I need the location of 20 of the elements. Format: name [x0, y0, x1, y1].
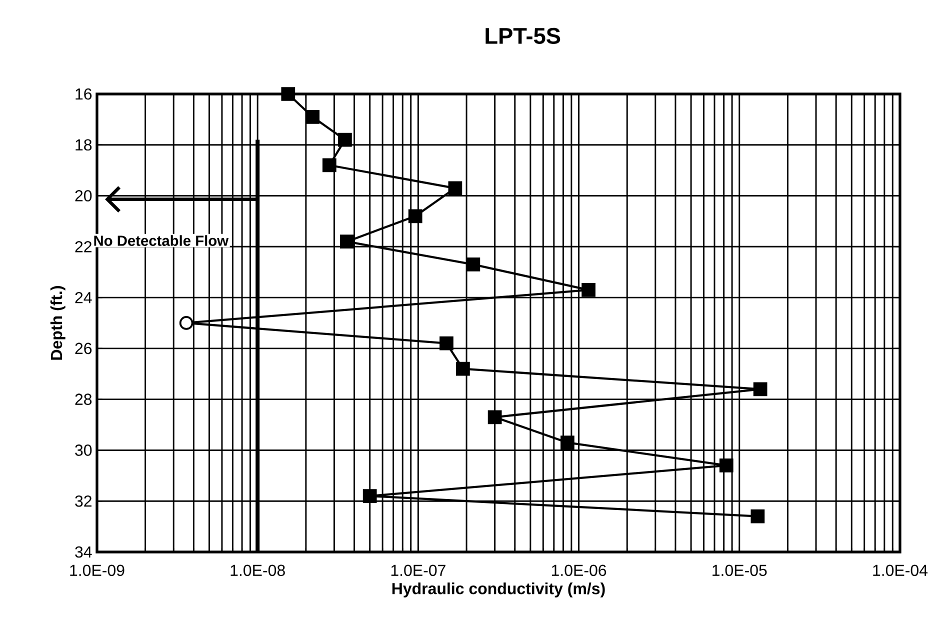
x-tick-label: 1.0E-05 [712, 564, 767, 576]
y-tick-label: 28 [75, 394, 92, 405]
y-tick-label: 16 [76, 88, 92, 100]
y-tick-label: 20 [75, 190, 92, 202]
x-axis-title: Hydraulic conductivity (m/s) [392, 582, 605, 598]
y-tick-label: 30 [75, 444, 92, 456]
x-tick-label: 1.0E-08 [230, 564, 285, 576]
y-axis-title: Depth (ft.) [50, 286, 66, 360]
x-tick-label: 1.0E-07 [391, 564, 446, 576]
chart-title: LPT-5S [486, 28, 560, 44]
y-tick-label: 18 [76, 139, 92, 151]
y-tick-label: 26 [75, 342, 92, 354]
x-tick-label: 1.0E-09 [70, 564, 124, 576]
y-tick-label: 22 [75, 241, 92, 252]
x-tick-label: 1.0E-04 [873, 564, 928, 576]
y-tick-label: 24 [75, 292, 92, 304]
y-tick-label: 32 [75, 495, 92, 507]
ref-line-label: No Detectable Flow [94, 235, 229, 246]
y-tick-label: 34 [75, 546, 92, 558]
x-tick-label: 1.0E-06 [552, 564, 606, 576]
